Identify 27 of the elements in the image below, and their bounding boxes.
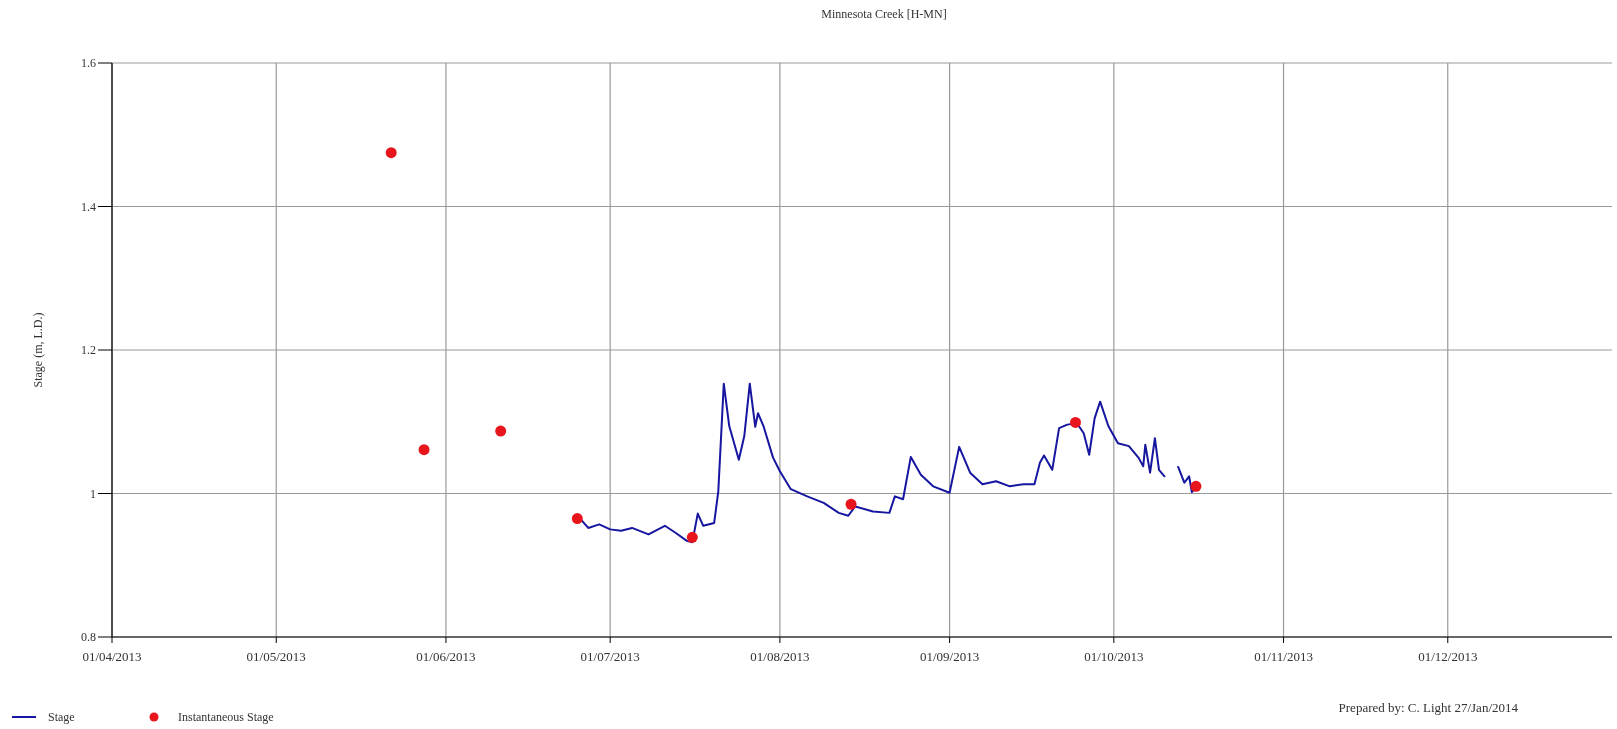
- y-tick-label: 1.6: [81, 56, 96, 71]
- point: [845, 498, 857, 510]
- point: [571, 513, 583, 525]
- x-tick-label: 01/05/2013: [246, 649, 306, 664]
- x-tick-label: 01/06/2013: [416, 649, 476, 664]
- y-tick-label: 1.2: [81, 343, 96, 358]
- point: [1070, 416, 1081, 428]
- x-tick-label: 01/12/2013: [1418, 649, 1478, 664]
- point: [418, 444, 430, 456]
- point: [686, 531, 698, 543]
- point: [495, 425, 507, 437]
- x-tick-label: 01/08/2013: [750, 649, 810, 664]
- point: [385, 147, 397, 159]
- y-tick-label: 0.8: [81, 630, 96, 645]
- chart-title: Minnesota Creek [H-MN]: [821, 7, 947, 21]
- x-tick-label: 01/09/2013: [919, 649, 980, 664]
- y-tick-label: 1.4: [81, 199, 96, 214]
- y-axis-title: Stage (m, L.D.): [31, 312, 45, 388]
- text: Prepared by: C. Light 27/Jan/2014: [1338, 700, 1519, 715]
- x-tick-label: 01/10/2013: [1084, 649, 1144, 664]
- legend-label: Stage: [48, 710, 75, 725]
- x-tick-label: 01/04/2013: [82, 649, 142, 664]
- x-tick-label: 01/07/2013: [580, 649, 640, 664]
- x-tick-label: 01/11/2013: [1254, 649, 1313, 664]
- y-tick-label: 1: [90, 486, 96, 501]
- point: [1190, 480, 1202, 492]
- legend-label: Instantaneous Stage: [178, 710, 274, 725]
